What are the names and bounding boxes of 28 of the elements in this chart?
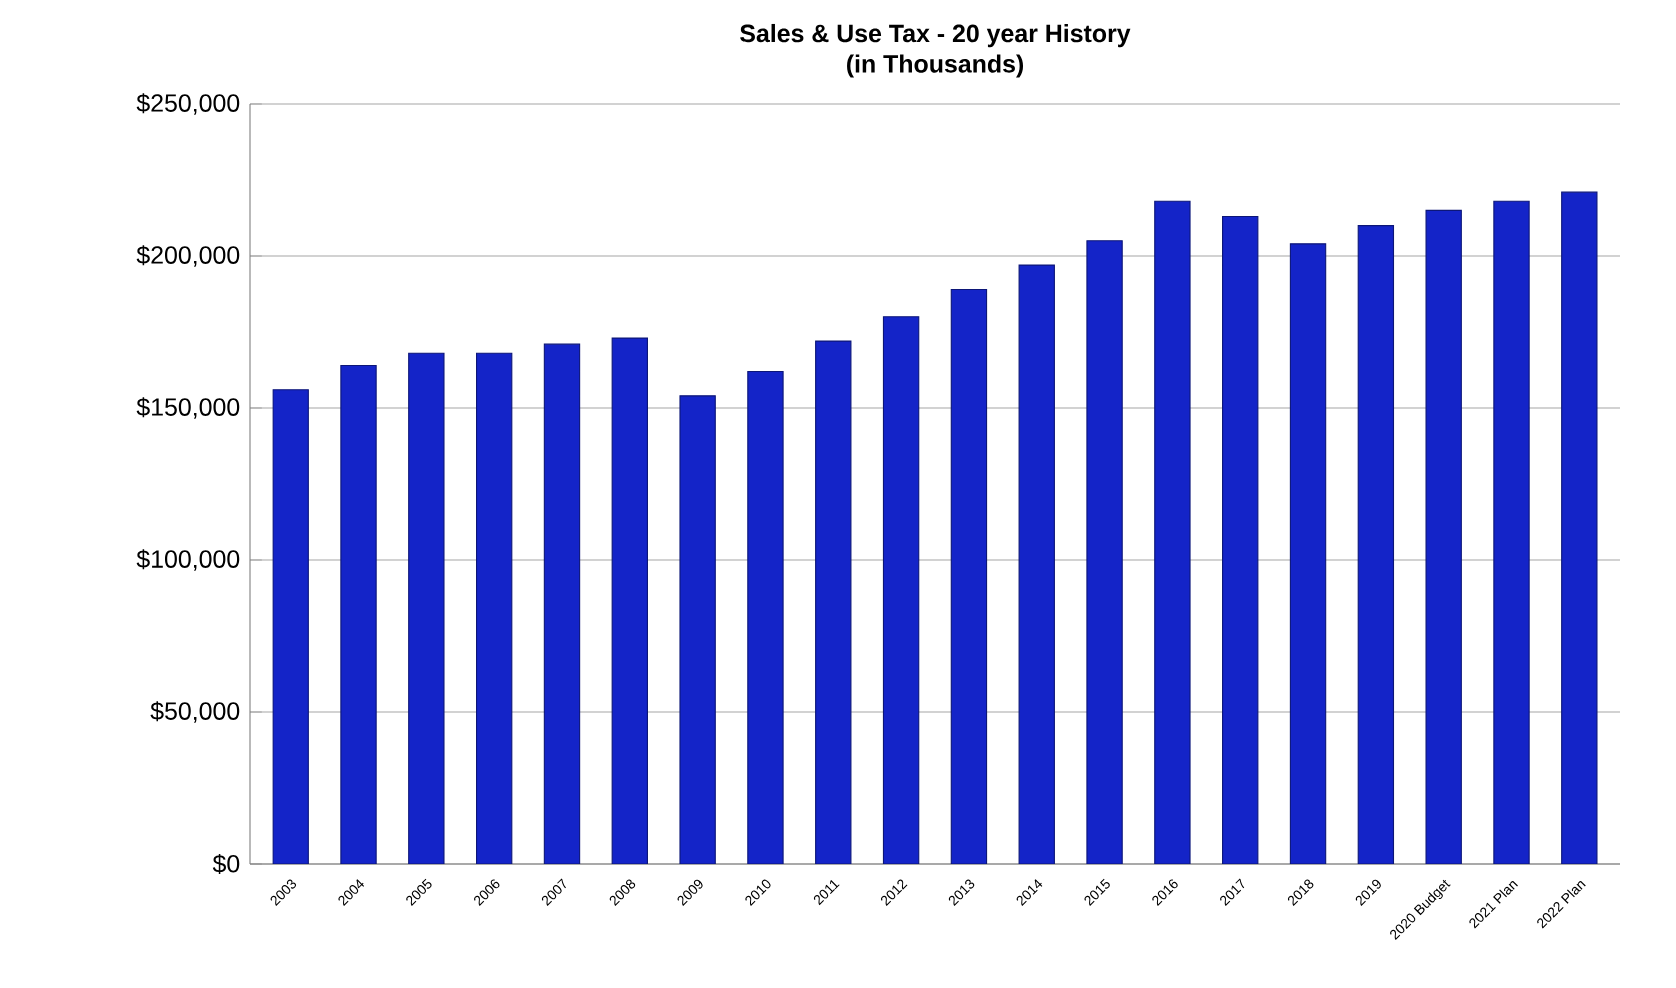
bar [1086,240,1123,864]
bar [1154,200,1191,864]
bar [1357,225,1395,864]
chart-title: Sales & Use Tax - 20 year History [740,23,1131,48]
bar [1493,200,1530,864]
bar [1222,215,1259,864]
y-tick-label: $50,000 [150,701,240,723]
bar [1018,264,1055,864]
bar [1425,209,1462,864]
chart-subtitle: (in Thousands) [847,54,1024,78]
bar [882,316,920,864]
bar [543,343,581,864]
bar [747,370,784,864]
bar [1289,243,1327,864]
y-tick-label: $100,000 [136,549,240,571]
y-tick-label: $200,000 [136,245,240,267]
bar [611,337,648,864]
y-tick-label: $250,000 [136,93,240,115]
y-tick-label: $150,000 [136,397,240,419]
bar [815,340,852,864]
bar [408,352,445,864]
bar [1561,191,1598,864]
bar [475,352,513,864]
y-tick-label: $0 [212,853,240,875]
bar [950,288,988,864]
bar [272,389,309,864]
bar [340,364,377,864]
bar [679,395,716,864]
